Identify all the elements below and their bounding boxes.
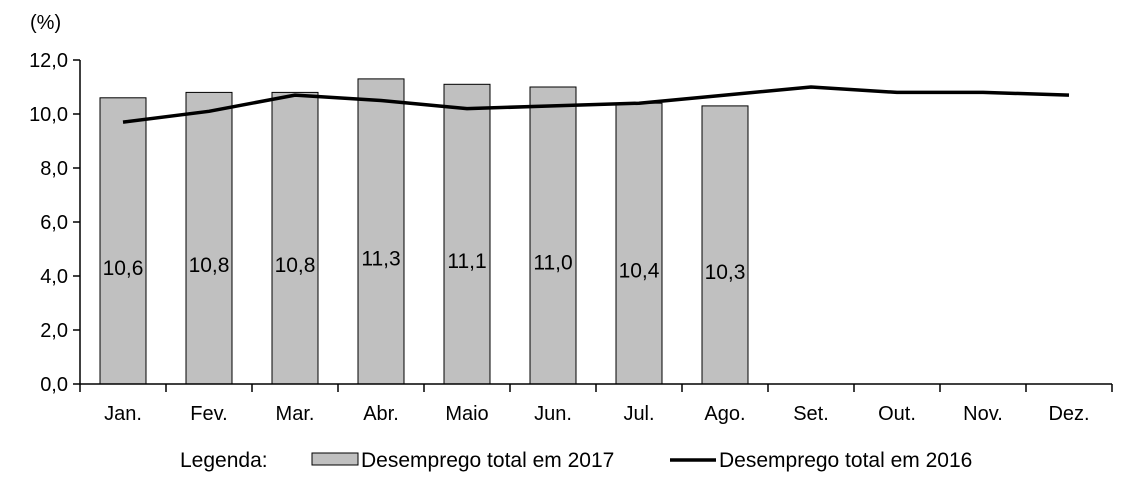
- y-tick-label-0: 0,0: [40, 374, 68, 396]
- y-tick-label-3: 6,0: [40, 212, 68, 234]
- data-label-6: 10,4: [619, 260, 660, 283]
- bar-3: [357, 78, 405, 385]
- legend-label-bar: Desemprego total em 2017: [361, 449, 614, 472]
- x-tick-label-8: Set.: [793, 403, 829, 425]
- y-tick-label-1: 2,0: [40, 320, 68, 342]
- bar-0: [99, 97, 147, 385]
- x-tick-label-4: Maio: [445, 403, 488, 425]
- data-label-0: 10,6: [103, 257, 144, 280]
- y-tick-label-5: 10,0: [29, 104, 68, 126]
- x-tick-label-9: Out.: [878, 403, 916, 425]
- plot-area: 0,0 2,0 4,0 6,0 8,0 10,0 12,0 Jan. Fev. Mar. Abr. M…: [29, 50, 1113, 425]
- bar-1: [185, 91, 233, 385]
- data-label-2: 10,8: [275, 254, 316, 277]
- y-tick-label-2: 4,0: [40, 266, 68, 288]
- bar-4: [443, 83, 491, 385]
- x-tick-label-1: Fev.: [190, 403, 227, 425]
- x-tick-label-6: Jul.: [623, 403, 654, 425]
- x-tick-label-7: Ago.: [704, 403, 745, 425]
- legend-prefix: Legenda:: [180, 449, 268, 472]
- bar-6: [615, 102, 663, 385]
- y-tick-label-6: 12,0: [29, 50, 68, 72]
- legend-swatch-bar: [311, 452, 359, 466]
- x-tick-label-5: Jun.: [534, 403, 572, 425]
- data-label-5: 11,0: [533, 252, 572, 275]
- x-tick-label-2: Mar.: [276, 403, 315, 425]
- y-unit-label: (%): [30, 12, 61, 34]
- data-label-4: 11,1: [447, 250, 486, 273]
- x-tick-label-0: Jan.: [104, 403, 142, 425]
- bar-7: [701, 105, 749, 385]
- bar-2: [271, 91, 319, 385]
- x-tick-label-10: Nov.: [963, 403, 1003, 425]
- y-tick-label-4: 8,0: [40, 158, 68, 180]
- bar-5: [529, 86, 577, 385]
- data-label-3: 11,3: [361, 247, 400, 270]
- data-label-1: 10,8: [189, 254, 230, 277]
- x-tick-label-11: Dez.: [1048, 403, 1089, 425]
- x-tick-label-3: Abr.: [363, 403, 399, 425]
- line-series-2016: [122, 85, 1070, 124]
- legend-label-line: Desemprego total em 2016: [719, 449, 972, 472]
- data-label-7: 10,3: [705, 261, 746, 284]
- legend: Legenda: Desemprego total em 2017 Desempre…: [180, 449, 972, 472]
